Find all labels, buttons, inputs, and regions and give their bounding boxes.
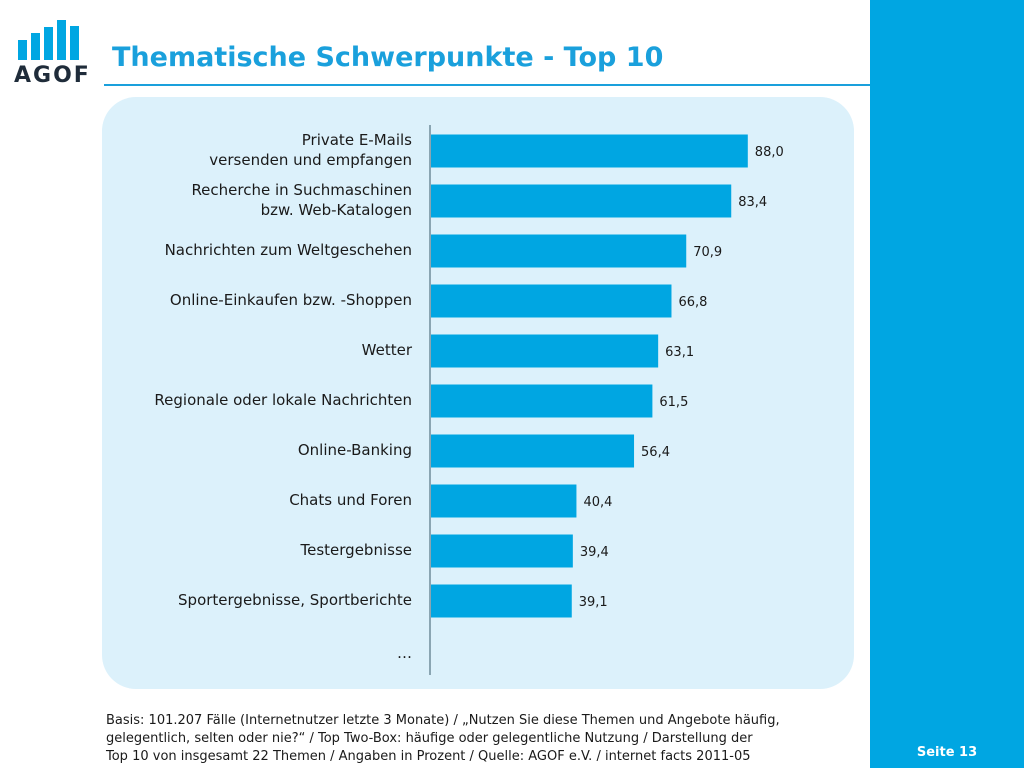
bar <box>431 584 572 618</box>
data-label: 66,8 <box>678 295 707 310</box>
bar <box>431 484 577 518</box>
footnote-line: Top 10 von insgesamt 22 Themen / Angaben… <box>106 749 751 764</box>
bar-chart: 88,0 83,4 70,9 66,8 63,1 61,5 56,4 40,4 39,4 39,1… <box>102 97 854 689</box>
category-label-line: Recherche in Suchmaschinen <box>191 181 412 199</box>
category-label: Wetter <box>362 340 412 360</box>
logo-text: AGOF <box>14 63 91 88</box>
category-label: Regionale oder lokale Nachrichten <box>154 390 412 410</box>
category-label-line: Sportergebnisse, Sportberichte <box>178 591 412 609</box>
bar <box>431 234 687 268</box>
page-number: Seite 13 <box>916 745 978 760</box>
bar <box>431 534 573 568</box>
data-label: 39,4 <box>580 545 609 560</box>
category-label: Recherche in Suchmaschinen bzw. Web-Katal… <box>191 180 412 220</box>
data-label: 40,4 <box>583 495 612 510</box>
bar <box>431 384 653 418</box>
category-label: Online-Banking <box>298 440 412 460</box>
category-label-line: Nachrichten zum Weltgeschehen <box>164 241 412 259</box>
category-label-line: Wetter <box>361 341 412 359</box>
data-label: 70,9 <box>693 245 722 260</box>
category-label: Sportergebnisse, Sportberichte <box>178 590 412 610</box>
data-label: 56,4 <box>641 445 670 460</box>
category-label-line: bzw. Web-Katalogen <box>260 201 412 219</box>
footnote: Basis: 101.207 Fälle (Internetnutzer let… <box>106 712 866 766</box>
category-label-more: … <box>397 644 412 662</box>
bar <box>431 334 659 368</box>
category-label: Nachrichten zum Weltgeschehen <box>165 240 412 260</box>
category-label-line: Private E-Mails <box>301 131 412 149</box>
category-label-line: Testergebnisse <box>300 541 412 559</box>
data-label: 63,1 <box>665 345 694 360</box>
bar <box>431 184 732 218</box>
category-label: Testergebnisse <box>301 540 412 560</box>
logo-bars-icon <box>18 20 79 60</box>
category-label-line: Online-Einkaufen bzw. -Shoppen <box>169 291 412 309</box>
data-label: 83,4 <box>738 195 767 210</box>
data-label: 39,1 <box>579 595 608 610</box>
category-label-line: Online-Banking <box>297 441 412 459</box>
category-label: Online-Einkaufen bzw. -Shoppen <box>170 290 412 310</box>
category-label: Chats und Foren <box>289 490 412 510</box>
bar <box>431 134 748 168</box>
category-label-line: versenden und empfangen <box>209 151 412 169</box>
agof-logo: AGOF <box>14 18 90 90</box>
category-label-line: Chats und Foren <box>289 491 412 509</box>
category-label: Private E-Mails versenden und empfangen <box>209 130 412 170</box>
footnote-line: gelegentlich, selten oder nie?“ / Top Tw… <box>106 731 753 746</box>
footnote-line: Basis: 101.207 Fälle (Internetnutzer let… <box>106 713 780 728</box>
title-divider <box>104 84 870 86</box>
data-label: 61,5 <box>659 395 688 410</box>
data-label: 88,0 <box>755 145 784 160</box>
bar <box>431 284 672 318</box>
page-title: Thematische Schwerpunkte - Top 10 <box>112 42 664 73</box>
chart-svg: 88,0 83,4 70,9 66,8 63,1 61,5 56,4 40,4 39,4 39,1 <box>429 125 784 675</box>
right-sidebar <box>870 0 1024 768</box>
category-label-line: Regionale oder lokale Nachrichten <box>154 391 412 409</box>
bar <box>431 434 635 468</box>
